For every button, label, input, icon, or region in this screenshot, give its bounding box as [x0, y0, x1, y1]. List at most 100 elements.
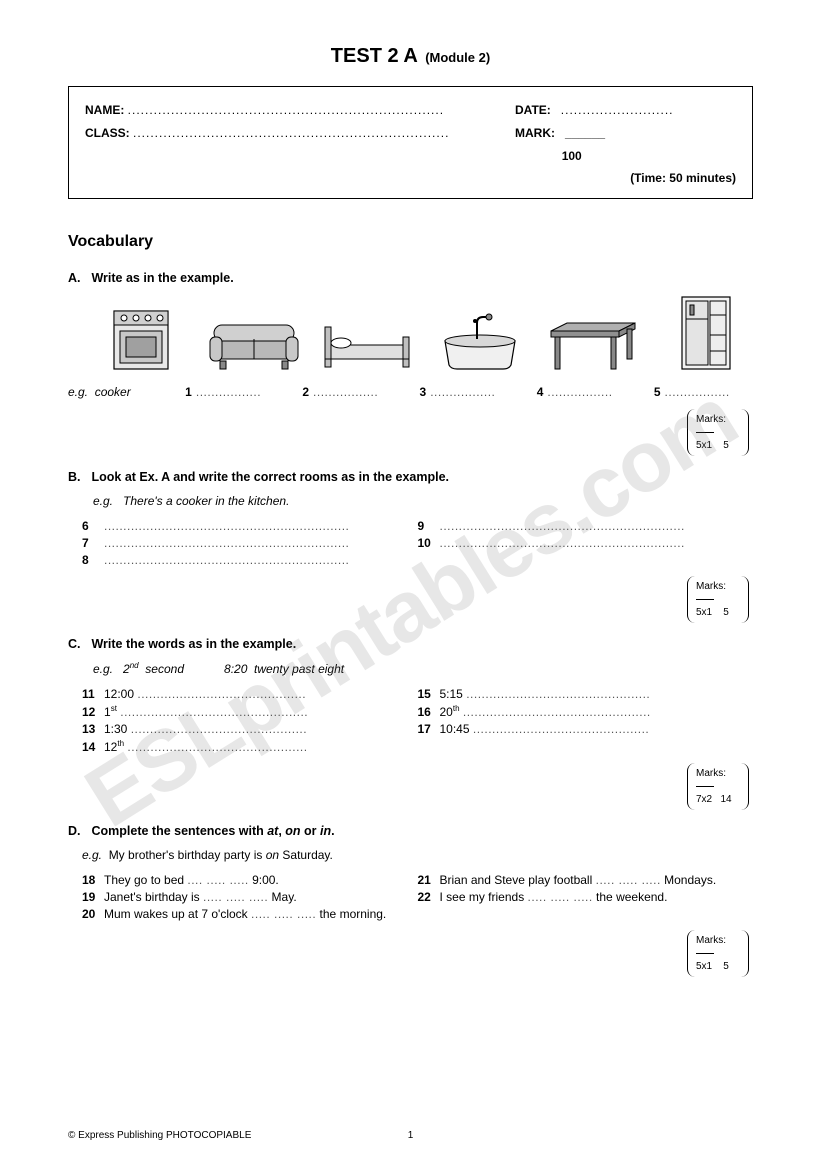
d-td: . [331, 824, 334, 838]
b-right: 9.......................................… [418, 516, 754, 570]
q13n: 13 [82, 722, 104, 736]
q16s: th [453, 704, 460, 713]
title-main: TEST 2 A [331, 45, 418, 67]
q22: 22I see my friends ..... ..... ..... the… [418, 890, 754, 904]
marks-box-d: Marks: 5x1 5 [687, 930, 749, 977]
q7n: 7 [82, 536, 104, 550]
b-cols: 6.......................................… [82, 516, 753, 570]
egb-prefix: e.g. [93, 494, 113, 508]
image-row [93, 295, 753, 373]
md-total: 5 [723, 961, 729, 972]
d-letter: D. [68, 824, 88, 838]
q15d: ........................................… [466, 687, 650, 701]
img-cooker [93, 305, 188, 373]
a-item-3: 3................. [420, 385, 519, 399]
q14n: 14 [82, 740, 104, 754]
ma-calc: 5x1 [696, 440, 712, 451]
q22n: 22 [418, 890, 440, 904]
header-box: NAME: ..................................… [68, 86, 753, 199]
q22a: I see my friends [440, 890, 528, 904]
q9n: 9 [418, 519, 440, 533]
fridge-icon [676, 295, 736, 373]
cooker-icon [106, 305, 176, 373]
egc1s: nd [130, 661, 139, 670]
img-bathtub [432, 311, 527, 373]
title-sub: (Module 2) [425, 50, 490, 65]
date-dots: .......................... [561, 103, 674, 117]
egc2a: 8:20 [224, 662, 247, 676]
q9d: ........................................… [440, 519, 685, 533]
ma-label: Marks: [696, 414, 726, 425]
marks-box-a: Marks: 5x1 5 [687, 409, 749, 456]
q21: 21Brian and Steve play football ..... ..… [418, 873, 754, 887]
q17d: ........................................… [473, 722, 649, 736]
q18: 18They go to bed .... ..... ..... 9:00. [82, 873, 418, 887]
d-cols: 18They go to bed .... ..... ..... 9:00. … [82, 870, 753, 924]
b-letter: B. [68, 470, 88, 484]
eg-cell: e.g. cooker [68, 385, 167, 399]
mb-calc: 5x1 [696, 607, 712, 618]
class-dots: ........................................… [133, 126, 449, 140]
time-label: (Time: 50 minutes) [630, 171, 736, 185]
q15: 155:15 .................................… [418, 687, 754, 701]
mark-underscore: ______ [565, 126, 605, 140]
mb-total: 5 [723, 607, 729, 618]
a-item-5: 5................. [654, 385, 753, 399]
bed-icon [321, 323, 413, 373]
mark-denom: 100 [562, 149, 582, 163]
q12d: ........................................… [120, 705, 308, 719]
a5-num: 5 [654, 385, 661, 399]
marks-box-c: Marks: 7x2 14 [687, 763, 749, 810]
a5-dots: ................. [665, 385, 730, 399]
q13d: ........................................… [131, 722, 307, 736]
q6d: ........................................… [104, 519, 349, 533]
q11: 1112:00 ................................… [82, 687, 418, 701]
a2-dots: ................. [313, 385, 378, 399]
footer-page: 1 [408, 1130, 414, 1141]
b-left: 6.......................................… [82, 516, 418, 570]
q19b: May. [268, 890, 296, 904]
a-item-4: 4................. [537, 385, 636, 399]
vocab-title: Vocabulary [68, 233, 753, 251]
a3-dots: ................. [430, 385, 495, 399]
a2-num: 2 [302, 385, 309, 399]
q14d: ........................................… [127, 740, 307, 754]
q21d: ..... ..... ..... [596, 873, 661, 887]
watermark: ESLprintables.com [68, 369, 752, 848]
d-tc: or [301, 824, 320, 838]
q13v: 1:30 [104, 722, 127, 736]
q10: 10......................................… [418, 536, 754, 550]
section-d-instr: D. Complete the sentences with at, on or… [68, 824, 753, 838]
q16n: 16 [418, 705, 440, 719]
q20: 20Mum wakes up at 7 o'clock ..... ..... … [82, 907, 418, 921]
a1-dots: ................. [196, 385, 261, 399]
q18b: 9:00. [249, 873, 279, 887]
egd-prefix: e.g. [82, 848, 102, 862]
q9: 9.......................................… [418, 519, 754, 533]
c-text: Write the words as in the example. [91, 637, 296, 651]
q14v: 12 [104, 740, 117, 754]
q19d: ..... ..... ..... [203, 890, 268, 904]
q6n: 6 [82, 519, 104, 533]
a-item-1: 1................. [185, 385, 284, 399]
a-text: Write as in the example. [91, 271, 233, 285]
q6: 6.......................................… [82, 519, 418, 533]
q16d: ........................................… [463, 705, 651, 719]
img-fridge [658, 295, 753, 373]
img-bed [319, 323, 414, 373]
q12s: st [111, 704, 117, 713]
q11n: 11 [82, 687, 104, 701]
date-label: DATE: [515, 103, 551, 117]
md-label: Marks: [696, 935, 726, 946]
q15n: 15 [418, 687, 440, 701]
egd-b: Saturday. [279, 848, 333, 862]
q19: 19Janet's birthday is ..... ..... ..... … [82, 890, 418, 904]
img-sofa [206, 317, 301, 373]
eg-d: e.g. My brother's birthday party is on S… [82, 848, 753, 862]
q8n: 8 [82, 553, 104, 567]
egd-i: on [266, 848, 279, 862]
section-a-instr: A. Write as in the example. [68, 271, 753, 285]
footer-copyright: © Express Publishing PHOTOCOPIABLE [68, 1130, 251, 1141]
d-i1: at [267, 824, 278, 838]
eg-c: e.g. 2nd second 8:20 twenty past eight [93, 661, 753, 676]
